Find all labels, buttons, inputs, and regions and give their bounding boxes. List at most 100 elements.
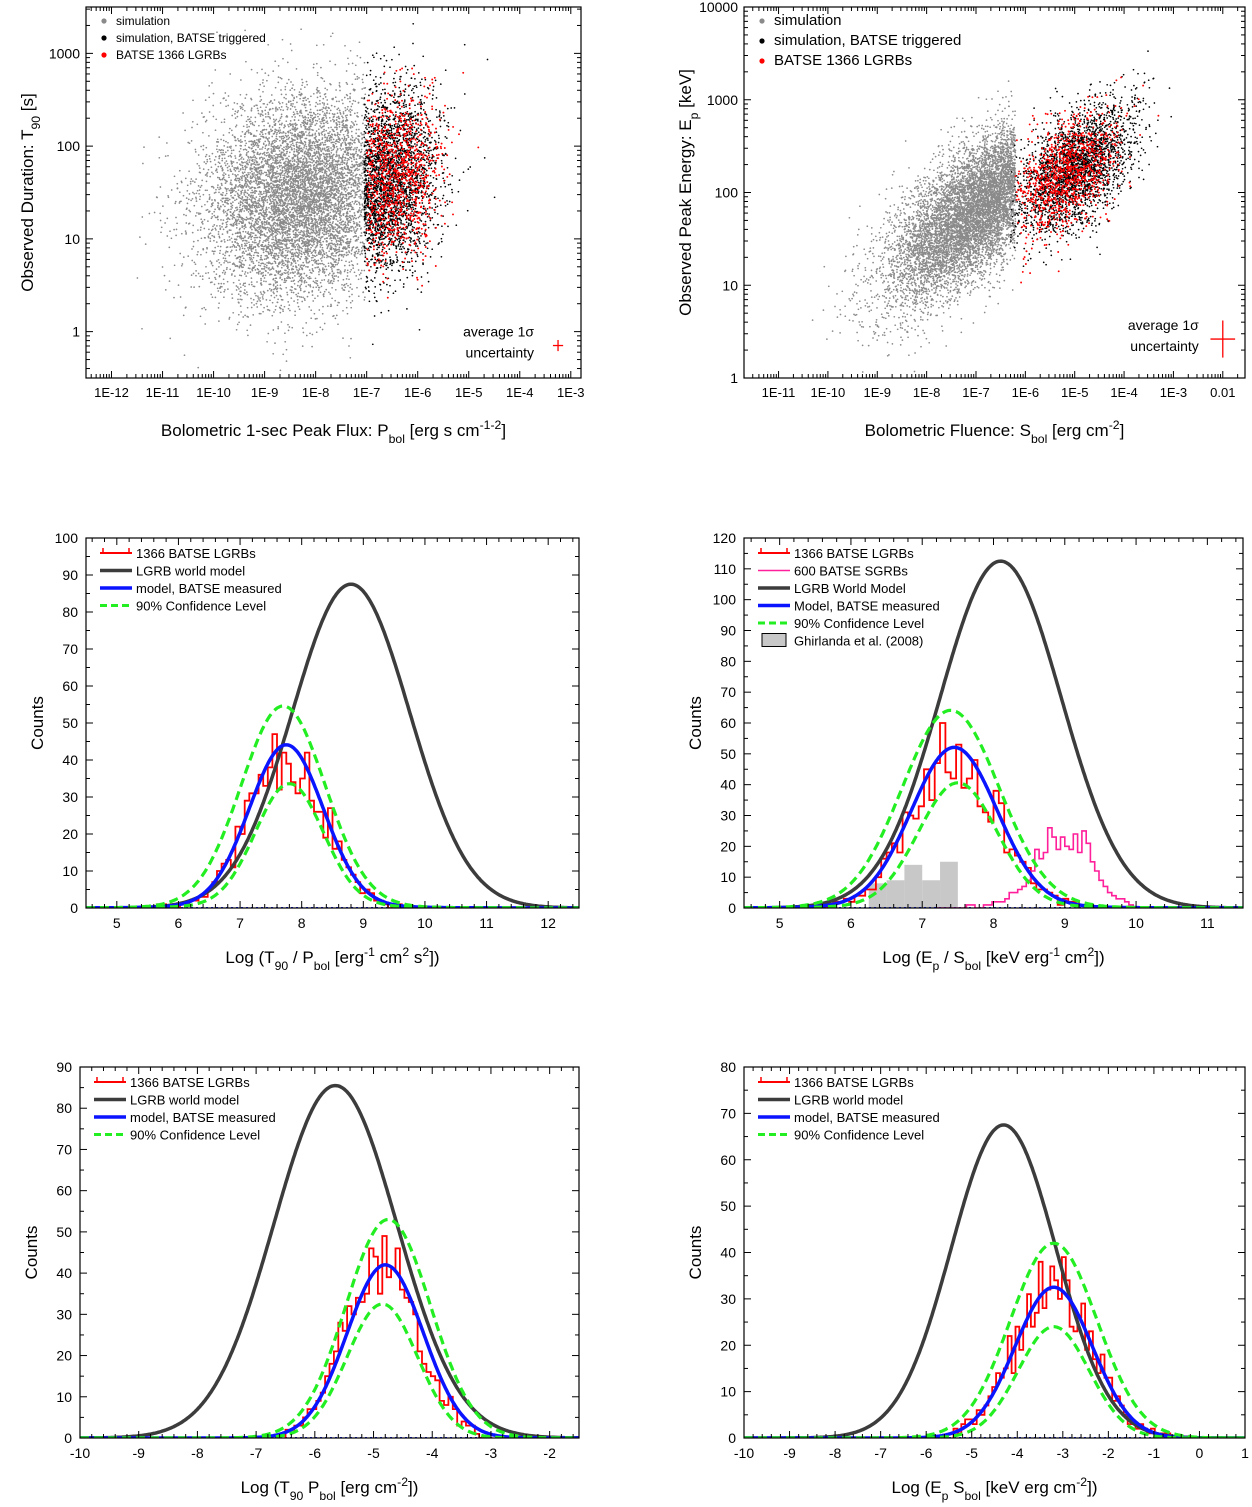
simulation-point-cloud-point <box>349 92 352 95</box>
simulation-point-cloud-point <box>335 100 338 103</box>
simulation-point-cloud-point <box>160 231 162 234</box>
simulation-point-cloud-point <box>295 68 298 70</box>
simulation-point-cloud-point <box>330 303 332 306</box>
simulation-point-cloud-point <box>355 275 358 277</box>
simulation-point-cloud-point <box>259 83 262 86</box>
simulation-point-cloud-point <box>239 168 242 171</box>
simulation-point-cloud-point <box>246 176 249 178</box>
simulation-point-cloud-point <box>334 202 337 205</box>
simulation-point-cloud-point <box>314 105 317 108</box>
simulation-point-cloud-point <box>319 257 322 260</box>
simulation-point-cloud-point <box>294 106 296 108</box>
simulation-point-cloud-point <box>272 118 275 121</box>
simulation-point-cloud-point <box>353 112 356 115</box>
simulation-point-cloud-point <box>222 228 225 231</box>
simulation-point-cloud-point <box>219 249 222 252</box>
simulation-point-cloud-point <box>253 180 255 183</box>
simulation-point-cloud-point <box>268 223 270 226</box>
simulation-point-cloud-point <box>262 241 264 244</box>
simulation-point-cloud-point <box>280 89 282 91</box>
simulation-point-cloud-point <box>188 142 191 145</box>
simulation-point-cloud-point <box>344 197 346 200</box>
simulation-point-cloud-point <box>231 160 233 163</box>
simulation-point-cloud-point <box>164 289 167 291</box>
simulation-point-cloud-point <box>265 299 268 301</box>
simulation-point-cloud-point <box>162 205 164 207</box>
simulation-point-cloud-point <box>309 214 311 217</box>
simulation-point-cloud-point <box>313 203 316 206</box>
simulation-point-cloud-point <box>250 245 252 248</box>
simulation-point-cloud-point <box>290 289 293 292</box>
simulation-point-cloud-point <box>344 184 347 187</box>
simulation-point-cloud-point <box>358 165 361 168</box>
simulation-point-cloud-point <box>160 226 163 229</box>
simulation-point-cloud-point <box>260 262 263 265</box>
simulation-point-cloud-point <box>289 242 292 245</box>
simulation-point-cloud-point <box>260 170 263 172</box>
simulation-point-cloud-point <box>294 314 296 317</box>
simulation-point-cloud-point <box>253 197 255 200</box>
simulation-point-cloud-point <box>261 120 264 123</box>
simulation-point-cloud-point <box>263 164 265 166</box>
simulation-point-cloud-point <box>204 203 206 206</box>
simulation-point-cloud-point <box>358 77 360 79</box>
simulation-point-cloud-point <box>267 271 269 274</box>
simulation-point-cloud-point <box>341 156 344 158</box>
simulation-point-cloud-point <box>290 147 293 149</box>
simulation-point-cloud-point <box>353 179 355 182</box>
simulation-point-cloud-point <box>354 214 356 217</box>
simulation-point-cloud-point <box>279 246 281 248</box>
simulation-point-cloud-point <box>273 296 276 299</box>
simulation-point-cloud-point <box>211 234 214 237</box>
simulation-point-cloud-point <box>193 181 196 183</box>
simulation-point-cloud-point <box>250 109 253 111</box>
simulation-point-cloud-point <box>192 272 195 275</box>
simulation-point-cloud-point <box>268 116 271 118</box>
simulation-point-cloud-point <box>210 217 213 220</box>
simulation-point-cloud-point <box>217 230 220 233</box>
simulation-point-cloud-point <box>264 266 266 268</box>
simulation-point-cloud-point <box>286 192 289 195</box>
simulation-point-cloud-point <box>300 296 303 298</box>
simulation-point-cloud-point <box>263 120 265 122</box>
simulation-point-cloud-point <box>349 214 351 217</box>
simulation-point-cloud-point <box>290 201 293 204</box>
simulation-point-cloud-point <box>168 246 171 249</box>
simulation-point-cloud-point <box>342 220 345 223</box>
simulation-point-cloud-point <box>305 218 308 221</box>
simulation-point-cloud-point <box>315 88 318 91</box>
simulation-point-cloud-point <box>275 305 277 308</box>
simulation-point-cloud-point <box>279 117 282 119</box>
simulation-point-cloud-point <box>248 241 250 244</box>
simulation-point-cloud-point <box>326 111 328 114</box>
simulation-point-cloud-point <box>235 198 238 201</box>
simulation-point-cloud-point <box>206 160 209 163</box>
simulation-point-cloud-point <box>351 126 354 128</box>
simulation-point-cloud-point <box>266 255 268 257</box>
simulation-point-cloud-point <box>206 200 209 203</box>
simulation-point-cloud-point <box>223 121 226 123</box>
simulation-point-cloud-point <box>325 162 328 165</box>
simulation-point-cloud-point <box>323 290 326 293</box>
simulation-point-cloud-point <box>209 160 212 163</box>
simulation-point-cloud-point <box>307 254 309 256</box>
simulation-point-cloud-point <box>286 251 289 254</box>
simulation-point-cloud-point <box>273 141 276 144</box>
simulation-point-cloud-point <box>226 166 229 169</box>
simulation-point-cloud-point <box>353 158 356 161</box>
simulation-point-cloud-point <box>336 210 339 213</box>
simulation-point-cloud-point <box>294 130 296 133</box>
simulation-point-cloud-point <box>305 109 308 112</box>
simulation-point-cloud-point <box>328 223 331 226</box>
simulation-point-cloud-point <box>333 115 335 118</box>
simulation-point-cloud-point <box>358 207 361 209</box>
simulation-point-cloud-point <box>241 255 244 257</box>
simulation-point-cloud-point <box>279 102 281 105</box>
simulation-point-cloud-point <box>336 237 339 239</box>
simulation-point-cloud-point <box>346 226 349 229</box>
simulation-point-cloud-point <box>357 238 359 241</box>
simulation-point-cloud-point <box>219 245 222 248</box>
simulation-point-cloud-point <box>359 193 362 196</box>
simulation-point-cloud-point <box>234 157 237 159</box>
simulation-point-cloud-point <box>291 123 293 126</box>
